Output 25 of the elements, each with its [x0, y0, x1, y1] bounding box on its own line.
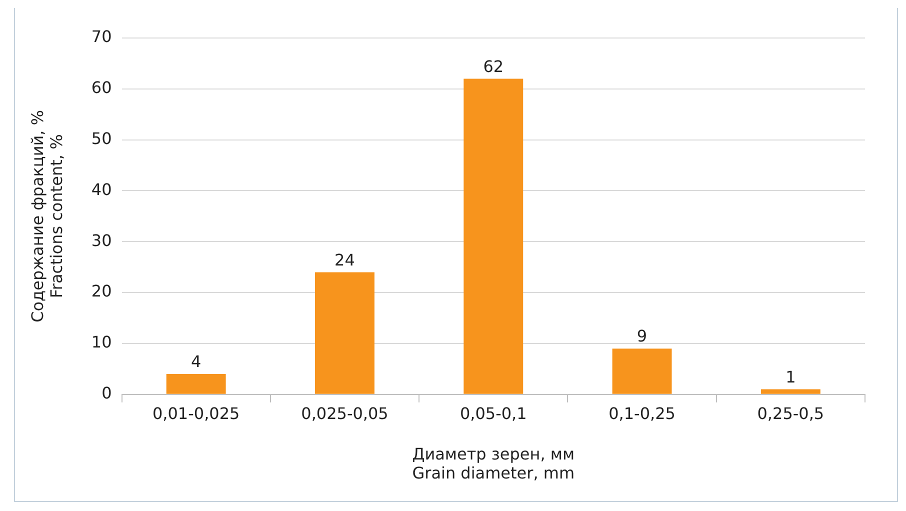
bar: [612, 348, 672, 394]
x-tick-label: 0,1-0,25: [608, 404, 676, 424]
y-tick-label: 30: [91, 230, 112, 250]
y-axis-title: Содержание фракций, % Fractions content, %: [28, 110, 66, 322]
y-tick-label: 50: [91, 128, 112, 148]
y-tick-label: 70: [91, 27, 112, 46]
bar: [760, 389, 820, 394]
data-label: 1: [786, 367, 796, 386]
x-tick-label: 0,25-0,5: [757, 404, 824, 424]
y-tick-label: 20: [91, 282, 112, 301]
x-axis-title: Диаметр зерен, мм Grain diameter, mm: [412, 444, 575, 483]
y-tick-label: 0: [102, 384, 112, 403]
data-label: 62: [483, 56, 504, 76]
y-tick-label: 40: [91, 180, 112, 199]
data-label: 9: [636, 326, 648, 346]
bar: [166, 374, 226, 394]
bar: [315, 272, 374, 394]
bar: [464, 78, 524, 394]
y-tick-label: 60: [91, 78, 112, 98]
y-tick-label: 10: [91, 332, 112, 352]
x-tick-label: 0,01-0,025: [152, 404, 240, 424]
data-label: 24: [334, 250, 355, 270]
x-tick-label: 0,025-0,05: [301, 404, 388, 424]
data-label: 4: [190, 352, 202, 372]
x-tick-label: 0,05-0,1: [460, 404, 527, 424]
